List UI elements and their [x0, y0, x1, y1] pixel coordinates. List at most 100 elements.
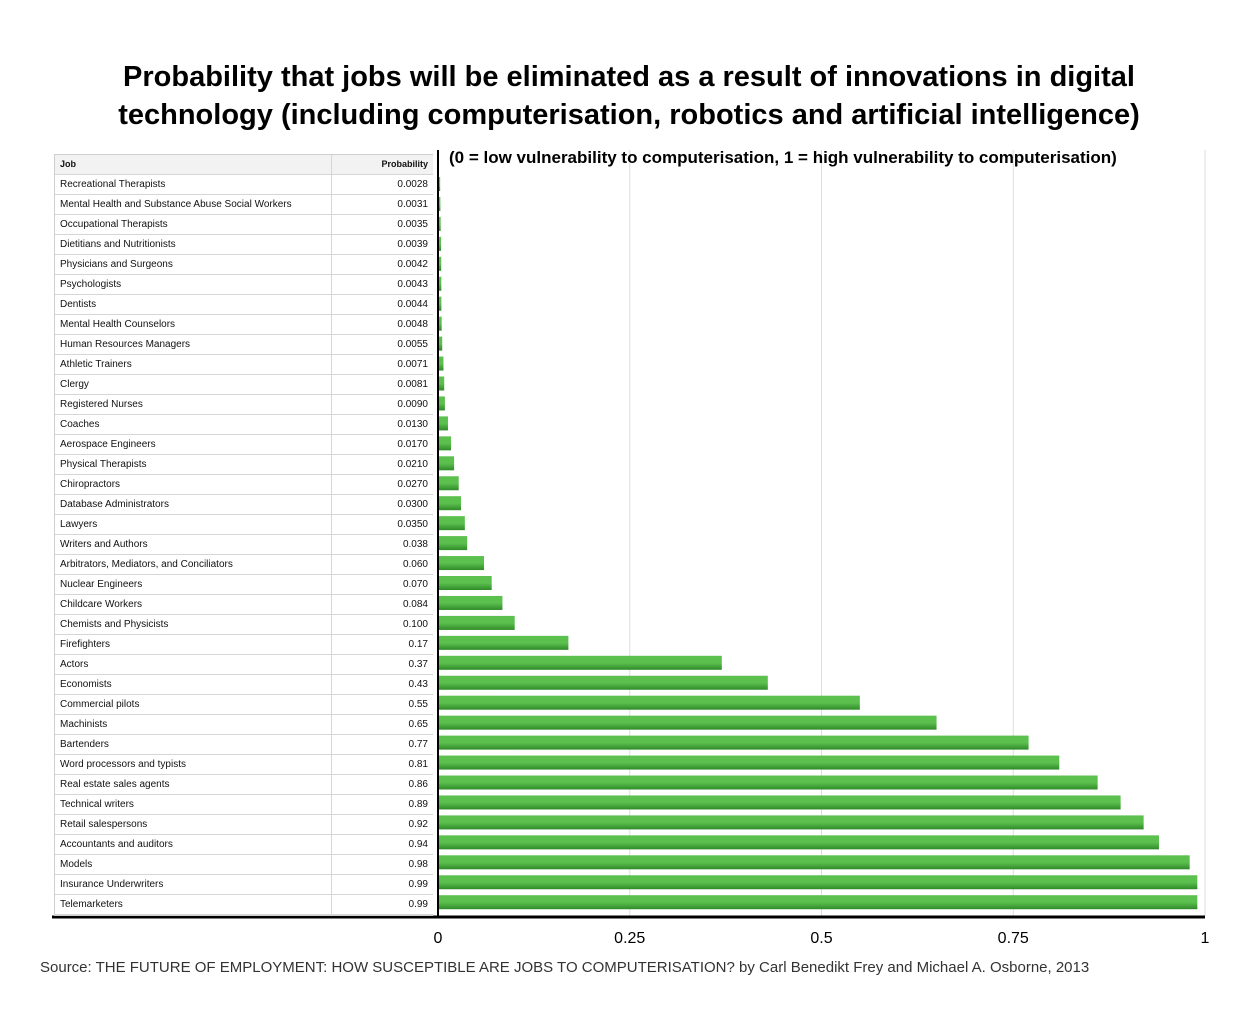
table-cell-job: Telemarketers: [60, 899, 123, 910]
scale-note: (0 = low vulnerability to computerisatio…: [449, 148, 1117, 167]
bar: [438, 476, 459, 491]
bar: [438, 336, 443, 351]
bar: [438, 615, 515, 630]
table-cell-job: Firefighters: [60, 639, 111, 650]
bar: [438, 595, 503, 610]
table-cell-probability: 0.0031: [397, 199, 428, 210]
table-cell-probability: 0.060: [402, 559, 428, 570]
table-row: Athletic Trainers 0.0071: [55, 355, 433, 375]
bar: [438, 835, 1159, 850]
table-cell-probability: 0.070: [402, 579, 428, 590]
table-cell-probability: 0.81: [408, 759, 428, 770]
table-cell-job: Real estate sales agents: [60, 779, 170, 790]
table-row: Machinists 0.65: [55, 715, 433, 735]
table-row: Mental Health and Substance Abuse Social…: [55, 195, 433, 215]
table-cell-job: Lawyers: [60, 519, 98, 530]
bar: [438, 735, 1029, 750]
job-probability-table: Job Probability Recreational Therapists 0.0…: [54, 154, 433, 916]
table-row: Models 0.98: [55, 855, 433, 875]
table-cell-job: Retail salespersons: [60, 819, 148, 830]
table-cell-job: Models: [60, 859, 93, 870]
table-cell-job: Database Administrators: [60, 499, 169, 510]
table-cell-probability: 0.0055: [397, 339, 428, 350]
table-cell-probability: 0.0270: [397, 479, 428, 490]
table-cell-job: Chiropractors: [60, 479, 121, 490]
table-row: Accountants and auditors 0.94: [55, 835, 433, 855]
table-row: Physicians and Surgeons 0.0042: [55, 255, 433, 275]
bar: [438, 216, 441, 231]
bar: [438, 436, 452, 451]
table-row: Commercial pilots 0.55: [55, 695, 433, 715]
table-cell-probability: 0.0090: [397, 399, 428, 410]
bar: [438, 795, 1121, 810]
table-cell-job: Bartenders: [60, 739, 109, 750]
bar: [438, 196, 441, 211]
table-row: Dentists 0.0044: [55, 295, 433, 315]
table-cell-probability: 0.98: [408, 859, 428, 870]
bar: [438, 675, 768, 690]
table-cell-job: Registered Nurses: [60, 399, 143, 410]
table-cell-job: Aerospace Engineers: [60, 439, 156, 450]
table-row: Childcare Workers 0.084: [55, 595, 433, 615]
table-cell-probability: 0.0043: [397, 279, 428, 290]
table-cell-job: Technical writers: [60, 799, 134, 810]
bar: [438, 755, 1060, 770]
table-cell-job: Childcare Workers: [60, 599, 143, 610]
table-cell-probability: 0.0035: [397, 219, 428, 230]
bar: [438, 296, 442, 311]
bar: [438, 815, 1144, 830]
column-header-probability: Probability: [381, 159, 428, 169]
table-cell-job: Mental Health and Substance Abuse Social…: [60, 199, 292, 210]
chart-title: Probability that jobs will be eliminated…: [20, 58, 1238, 134]
chart-title-line-1: Probability that jobs will be eliminated…: [123, 61, 1135, 93]
table-row: Arbitrators, Mediators, and Conciliators…: [55, 555, 433, 575]
x-tick-label: 0.75: [998, 930, 1029, 947]
table-cell-job: Word processors and typists: [60, 759, 186, 770]
table-cell-job: Economists: [60, 679, 112, 690]
table-cell-probability: 0.0350: [397, 519, 428, 530]
table-cell-probability: 0.99: [408, 899, 428, 910]
table-cell-probability: 0.77: [408, 739, 428, 750]
table-cell-probability: 0.65: [408, 719, 428, 730]
table-cell-probability: 0.084: [402, 599, 428, 610]
x-tick-label: 0.25: [614, 930, 645, 947]
table-row: Lawyers 0.0350: [55, 515, 433, 535]
table-cell-job: Accountants and auditors: [60, 839, 173, 850]
table-row: Technical writers 0.89: [55, 795, 433, 815]
table-cell-job: Actors: [60, 659, 89, 670]
table-cell-probability: 0.37: [408, 659, 428, 670]
bar: [438, 236, 441, 251]
table-cell-probability: 0.0300: [397, 499, 428, 510]
table-row: Aerospace Engineers 0.0170: [55, 435, 433, 455]
bar: [438, 376, 445, 391]
table-cell-job: Human Resources Managers: [60, 339, 191, 350]
table-row: Physical Therapists 0.0210: [55, 455, 433, 475]
bar: [438, 895, 1198, 910]
table-row: Recreational Therapists 0.0028: [55, 175, 433, 195]
table-cell-job: Machinists: [60, 719, 108, 730]
table-row: Psychologists 0.0043: [55, 275, 433, 295]
table-row: Nuclear Engineers 0.070: [55, 575, 433, 595]
bar: [438, 875, 1198, 890]
bar: [438, 177, 441, 191]
table-cell-probability: 0.100: [402, 619, 428, 630]
table-row: Actors 0.37: [55, 655, 433, 675]
chart-title-line-2: technology (including computerisation, r…: [118, 99, 1140, 131]
table-cell-probability: 0.0044: [397, 299, 428, 310]
table-cell-job: Writers and Authors: [60, 539, 148, 550]
bar: [438, 695, 860, 710]
table-header: Job Probability: [55, 155, 433, 175]
bar: [438, 416, 448, 431]
bar: [438, 576, 492, 590]
table-cell-probability: 0.0081: [397, 379, 428, 390]
table-row: Bartenders 0.77: [55, 735, 433, 755]
table-cell-job: Physicians and Surgeons: [60, 259, 173, 270]
table-cell-job: Recreational Therapists: [60, 179, 166, 190]
table-row: Dietitians and Nutritionists 0.0039: [55, 235, 433, 255]
table-cell-probability: 0.94: [408, 839, 428, 850]
x-tick-label: 0: [434, 930, 443, 947]
table-row: Insurance Underwriters 0.99: [55, 875, 433, 895]
table-cell-job: Clergy: [60, 379, 89, 390]
table-row: Registered Nurses 0.0090: [55, 395, 433, 415]
table-row: Database Administrators 0.0300: [55, 495, 433, 515]
